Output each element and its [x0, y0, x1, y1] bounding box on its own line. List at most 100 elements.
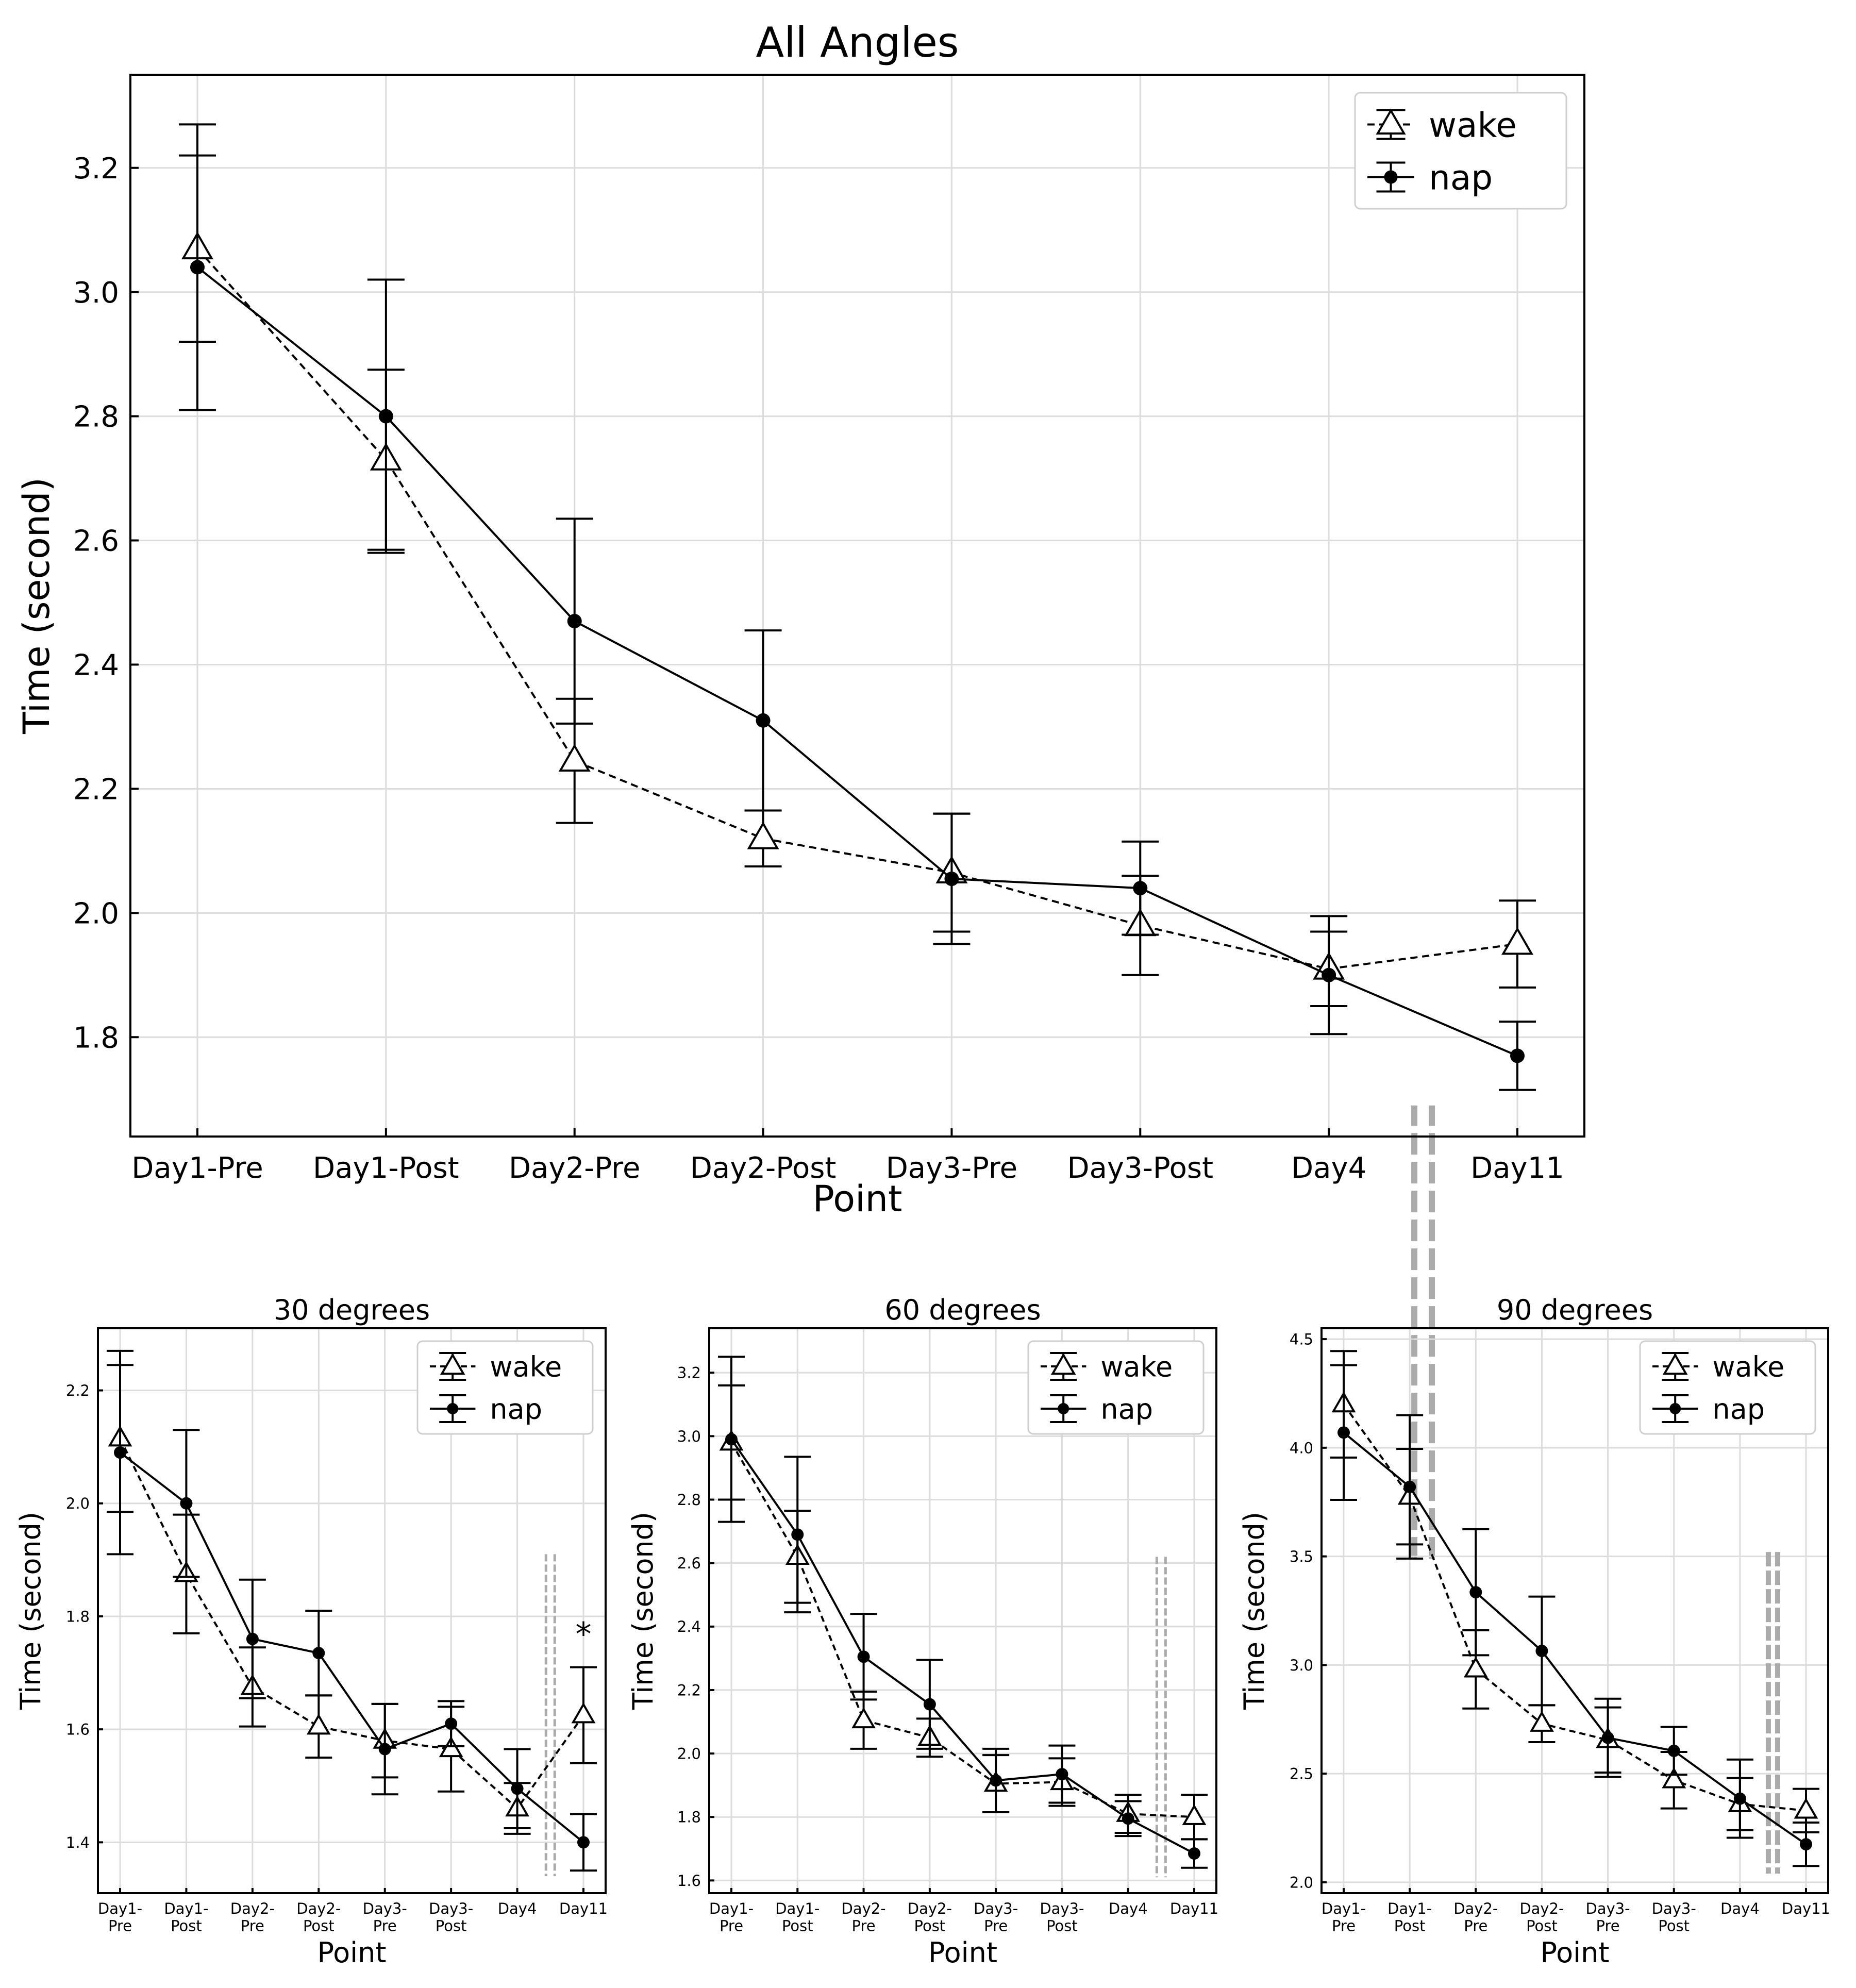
x-tick-label-line: Day3-: [1040, 1900, 1084, 1917]
x-tick-label-line: Day1-: [1387, 1900, 1432, 1917]
x-tick-label-line: Pre: [241, 1917, 264, 1934]
x-tick-label: Day3-Post: [1040, 1900, 1084, 1934]
x-tick-label-line: Post: [782, 1917, 813, 1934]
x-tick-label-line: Day1-: [98, 1900, 142, 1917]
x-tick-label-line: Day1-: [164, 1900, 208, 1917]
wake-line: [1343, 1404, 1807, 1812]
legend-nap-marker: [1669, 1403, 1681, 1414]
x-tick-label-line: Day3-: [1585, 1900, 1630, 1917]
x-tick-label: Day3-Pre: [363, 1900, 407, 1934]
nap-point: [378, 409, 393, 424]
nap-point: [1800, 1838, 1812, 1851]
x-tick-label-line: Pre: [720, 1917, 743, 1934]
nap-point: [923, 1698, 936, 1711]
x-tick-label-line: Pre: [1464, 1917, 1487, 1934]
y-tick-label: 3.0: [677, 1428, 701, 1445]
nap-point: [1403, 1480, 1416, 1493]
nap-point: [791, 1528, 804, 1541]
y-tick-label: 3.0: [73, 276, 119, 310]
period-separator: [1155, 1557, 1167, 1878]
x-tick-label-line: Day2-: [296, 1900, 341, 1917]
nap-point: [1322, 967, 1336, 982]
y-tick-label: 1.8: [66, 1608, 90, 1625]
y-tick-label: 3.2: [677, 1364, 701, 1382]
y-tick-label: 1.8: [677, 1809, 701, 1826]
x-tick-label: Day11: [1470, 1151, 1564, 1185]
x-tick-label: Day1-Pre: [131, 1151, 263, 1185]
period-separator: [1765, 1552, 1780, 1874]
x-tick-label: Day1-Post: [1387, 1900, 1432, 1934]
legend-wake-label: wake: [1712, 1350, 1784, 1383]
x-tick-label: Day4: [1109, 1900, 1148, 1917]
x-tick-label: Day11: [1170, 1900, 1218, 1917]
wake-point: [1662, 1767, 1686, 1789]
x-tick-label: Day2-Post: [296, 1900, 341, 1934]
nap-line: [119, 1451, 584, 1843]
chart-all-angles: Day1-Pre Day1-Post Day2-Pre Day2-Post Day3-P…: [15, 19, 1585, 1559]
wake-line: [119, 1438, 584, 1810]
y-axis-label: Time (second): [15, 477, 58, 734]
x-tick-label-line: Day3-: [363, 1900, 407, 1917]
chart-90-degrees: Day1-PreDay1-PostDay2-PreDay2-PostDay3-P…: [1238, 1294, 1830, 1969]
x-tick-label: Day1-Post: [313, 1151, 459, 1185]
y-tick-label: 2.5: [1290, 1765, 1313, 1783]
chart-title: 60 degrees: [884, 1294, 1041, 1326]
wake-point: [1794, 1797, 1818, 1819]
series-nap: [1330, 1364, 1819, 1867]
x-tick-label: Day3-Post: [429, 1900, 473, 1934]
plot-frame: [1320, 1327, 1829, 1894]
y-tick-label: 2.0: [1290, 1874, 1313, 1891]
x-tick-label-line: Day2-: [841, 1900, 885, 1917]
x-tick-label-line: Post: [1046, 1917, 1078, 1934]
wake-point: [851, 1707, 876, 1729]
x-tick-label-line: Day1-: [709, 1900, 754, 1917]
y-tick-label: 1.4: [66, 1834, 90, 1851]
y-axis-label: Time (second): [627, 1512, 659, 1710]
nap-point: [756, 713, 771, 728]
chart-60-degrees: Day1-PreDay1-PostDay2-PreDay2-PostDay3-P…: [627, 1294, 1218, 1969]
nap-line: [1343, 1431, 1807, 1845]
x-tick-label: Day2-Pre: [509, 1151, 640, 1185]
legend: wake nap: [1639, 1340, 1816, 1435]
legend-wake-marker: [1662, 1352, 1688, 1375]
x-tick-label: Day2-Post: [908, 1900, 952, 1934]
legend-nap-marker: [447, 1403, 459, 1414]
wake-point: [571, 1702, 596, 1724]
x-tick-label: Day2-Pre: [1453, 1900, 1498, 1934]
x-tick-label-line: Pre: [373, 1917, 397, 1934]
x-tick-label: Day3-Pre: [886, 1151, 1017, 1185]
legend-wake-label: wake: [490, 1350, 562, 1383]
legend: wake nap: [1354, 92, 1567, 210]
x-tick-label: Day1-Pre: [98, 1900, 142, 1934]
nap-point: [1133, 881, 1148, 896]
y-tick-label: 2.2: [73, 773, 119, 807]
y-tick-label: 2.0: [677, 1745, 701, 1763]
chart-30-degrees: Day1-PreDay1-PostDay2-PreDay2-PostDay3-P…: [14, 1294, 608, 1969]
wake-point: [1530, 1711, 1554, 1732]
y-tick-label: 3.2: [73, 152, 119, 186]
legend-box: [1354, 92, 1567, 210]
nap-point: [1056, 1768, 1068, 1781]
wake-point: [558, 744, 591, 772]
nap-point: [725, 1433, 738, 1446]
x-axis-label: Point: [813, 1178, 902, 1220]
y-tick-label: 2.0: [73, 897, 119, 930]
x-tick-label: Day1-Pre: [709, 1900, 754, 1934]
x-tick-label-line: Post: [914, 1917, 946, 1934]
x-tick-label: Day1-Post: [775, 1900, 820, 1934]
x-tick-label: Day3-Post: [1652, 1900, 1696, 1934]
y-tick-label: 2.4: [73, 649, 119, 682]
plot-frame: [97, 1327, 607, 1894]
significance-marker: *: [576, 1615, 592, 1653]
x-axis-label: Point: [928, 1936, 997, 1969]
legend: wake nap: [1027, 1340, 1205, 1435]
legend-nap-label: nap: [490, 1393, 542, 1425]
x-tick-label-line: Day3-: [1652, 1900, 1696, 1917]
y-tick-label: 2.8: [73, 400, 119, 434]
chart-title: 30 degrees: [274, 1294, 430, 1326]
wake-point: [1182, 1804, 1207, 1825]
x-tick-label-line: Post: [436, 1917, 467, 1934]
nap-point: [180, 1497, 193, 1510]
legend-nap-label: nap: [1100, 1393, 1153, 1425]
